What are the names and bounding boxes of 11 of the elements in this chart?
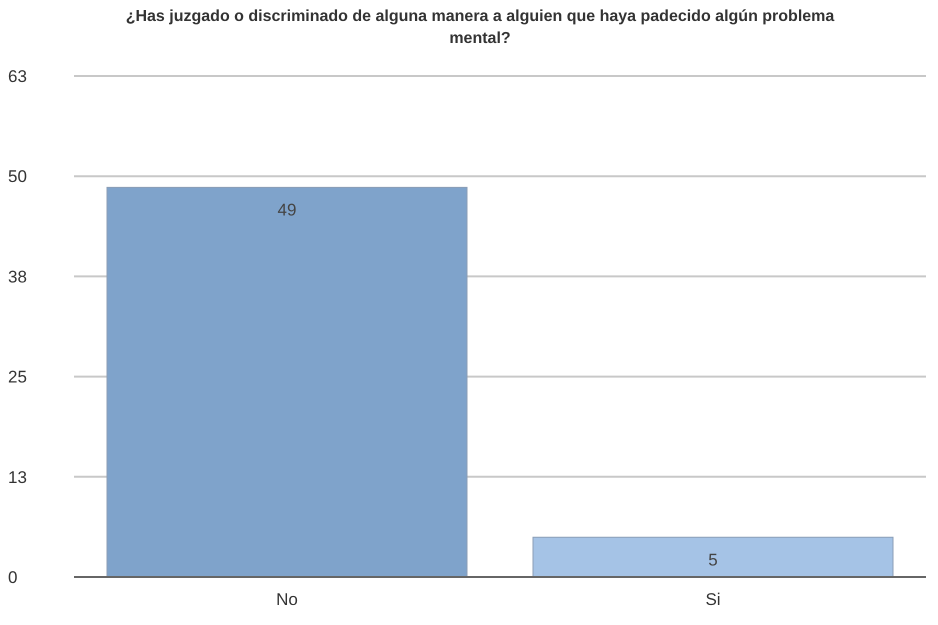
chart-title: ¿Has juzgado o discriminado de alguna manera a alguien que haya padecido algún problema mental?: [124, 7, 836, 49]
data-label: 49: [278, 200, 296, 220]
y-tick-label: 25: [8, 368, 27, 387]
data-label: 5: [708, 550, 718, 570]
y-tick-label: 38: [8, 267, 27, 286]
x-tick-label: Si: [705, 590, 721, 610]
y-tick-label: 50: [8, 167, 27, 186]
y-tick-label: 0: [8, 568, 18, 588]
x-tick-label: No: [276, 590, 298, 610]
y-tick-label: 13: [8, 468, 27, 487]
y-tick-label: 63: [8, 67, 27, 86]
